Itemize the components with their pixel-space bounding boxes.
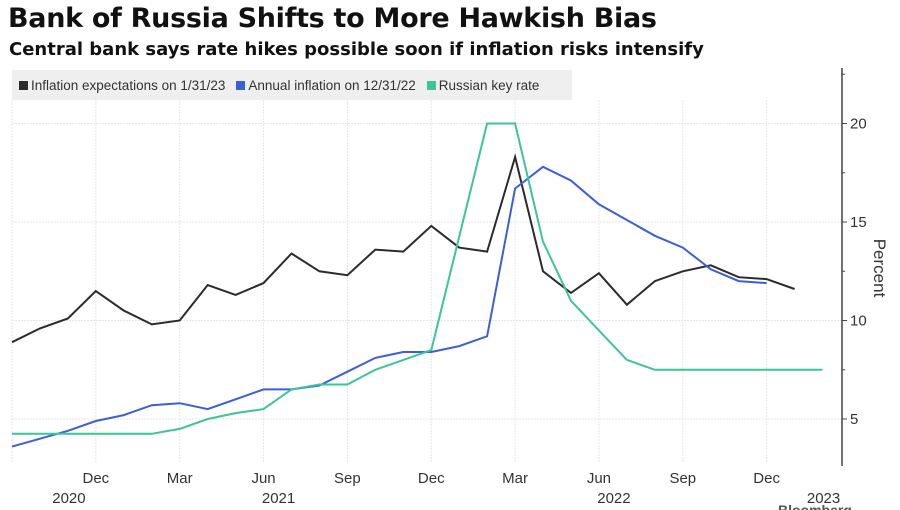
legend-item-annual-inflation: Annual inflation on 12/31/22 (236, 77, 416, 93)
x-year-label: 2021 (262, 490, 295, 507)
legend-swatch (19, 80, 28, 90)
x-tick-label: Dec (83, 470, 110, 487)
y-tick-label: 10 (850, 313, 867, 330)
x-year-label: 2022 (597, 490, 630, 507)
legend-swatch (236, 80, 246, 90)
x-tick-label: Dec (753, 470, 780, 487)
chart-title: Bank of Russia Shifts to More Hawkish Bi… (8, 3, 657, 34)
y-tick-label: 15 (850, 214, 867, 231)
x-tick-label: Mar (167, 470, 193, 487)
bloomberg-logo: Bloomberg (778, 502, 852, 510)
x-tick-label: Sep (669, 470, 696, 487)
chart-subtitle: Central bank says rate hikes possible so… (9, 39, 704, 60)
x-tick-label: Jun (251, 470, 275, 487)
x-tick-label: Jun (587, 470, 611, 487)
legend-item-inflation-expectations: Inflation expectations on 1/31/23 (19, 78, 225, 93)
x-tick-label: Sep (334, 470, 361, 487)
x-tick-label: Mar (502, 470, 528, 487)
x-year-label: 2020 (52, 490, 85, 507)
x-tick-label: Dec (418, 470, 445, 487)
inflation-expectations-line (11, 153, 795, 344)
legend-label: Russian key rate (438, 77, 540, 93)
legend-label: Inflation expectations on 1/31/23 (31, 77, 226, 93)
legend: Inflation expectations on 1/31/23 Annual… (12, 70, 572, 100)
y-axis-title: Percent (870, 239, 889, 298)
y-tick-label: 5 (850, 411, 858, 428)
legend-label: Annual inflation on 12/31/22 (248, 77, 416, 93)
annual-inflation-line (11, 165, 767, 448)
key-rate-line (12, 122, 823, 435)
y-tick-label: 20 (850, 116, 867, 133)
legend-swatch (426, 80, 436, 90)
x-year-label: 2023 (807, 490, 840, 507)
legend-item-key-rate: Russian key rate (426, 77, 540, 93)
